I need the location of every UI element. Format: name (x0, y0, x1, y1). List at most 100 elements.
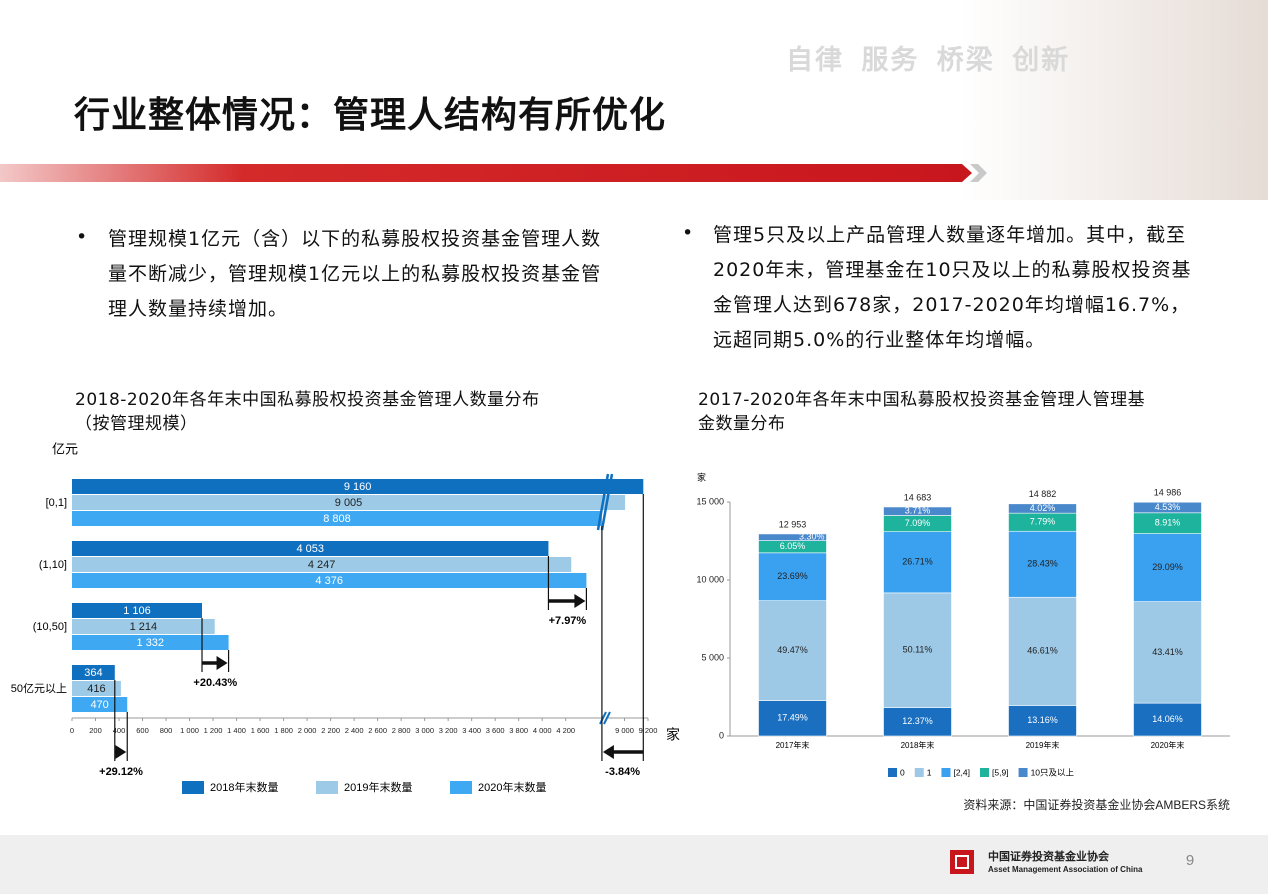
legend-swatch (941, 768, 951, 777)
segment-label: 29.09% (1152, 562, 1183, 572)
total-label: 14 882 (1029, 489, 1057, 499)
segment-label: 8.91% (1155, 518, 1181, 528)
y-axis-label: 家 (697, 471, 706, 482)
segment-label: 14.06% (1152, 714, 1183, 724)
x-tick-label: 0 (70, 726, 74, 735)
legend-label: 10只及以上 (1031, 767, 1075, 777)
axis-break-gap (601, 715, 608, 721)
value-label: 9 005 (335, 497, 363, 509)
x-tick-label: 4 200 (556, 726, 575, 735)
y-tick-label: 5 000 (701, 652, 724, 662)
y-axis-label: 亿元 (52, 441, 78, 456)
value-label: 4 247 (308, 559, 336, 571)
axis-break (603, 711, 611, 725)
y-tick-label: 15 000 (696, 496, 724, 506)
segment-label: 3.71% (905, 506, 931, 516)
x-tick-label: 2020年末 (1151, 740, 1185, 750)
segment-label: 7.09% (905, 518, 931, 528)
logo (950, 850, 974, 874)
legend-swatch (888, 768, 897, 777)
x-tick-label: 2018年末 (901, 740, 935, 750)
bullet-dot: • (76, 226, 88, 248)
bar (72, 619, 215, 634)
annotation-arrowhead (574, 594, 586, 608)
legend-label: 2020年末数量 (478, 780, 546, 794)
segment-label: 3.30% (799, 532, 825, 542)
bar-segment (1133, 533, 1202, 602)
value-label: 416 (87, 683, 105, 695)
org-name: 中国证券投资基金业协会 (988, 849, 1110, 863)
value-label: 1 106 (123, 605, 151, 617)
page-number: 9 (1186, 852, 1194, 869)
x-tick-label: 2017年末 (776, 740, 810, 750)
legend-swatch (316, 781, 338, 794)
org-name-en: Asset Management Association of China (988, 865, 1143, 874)
bar-segment (758, 600, 827, 701)
segment-label: 7.79% (1030, 517, 1056, 527)
legend-label: 1 (927, 767, 932, 777)
x-tick-label: 1 400 (227, 726, 246, 735)
bar (72, 557, 572, 572)
x-tick-label: 400 (113, 726, 126, 735)
bar (72, 603, 203, 618)
bar (72, 511, 602, 526)
annotation: +29.12% (99, 766, 143, 778)
legend-swatch (450, 781, 472, 794)
segment-label: 43.41% (1152, 647, 1183, 657)
corner-decoration (960, 0, 1268, 200)
value-label: 364 (84, 667, 102, 679)
bar-segment (883, 506, 952, 516)
x-tick-label: 3 600 (486, 726, 505, 735)
legend-swatch (182, 781, 204, 794)
segment-label: 6.05% (780, 541, 806, 551)
bar (72, 665, 115, 680)
bar (72, 635, 229, 650)
x-tick-label: 1 800 (274, 726, 293, 735)
segment-label: 13.16% (1027, 715, 1058, 725)
bullet-text: 管理5只及以上产品管理人数量逐年增加。其中，截至2020年末，管理基金在10只及… (713, 224, 1192, 351)
legend-label: 2018年末数量 (210, 780, 278, 794)
value-label: 470 (90, 699, 108, 711)
legend-swatch (980, 768, 990, 777)
footer-band (0, 835, 1268, 894)
category-label: 50亿元以上 (11, 682, 67, 695)
axis-break (596, 473, 610, 531)
x-tick-label: 9 200 (639, 726, 658, 735)
value-label: 1 332 (137, 637, 165, 649)
bar (72, 479, 644, 494)
x-tick-label: 2 800 (392, 726, 411, 735)
category-label: (10,50] (33, 621, 67, 633)
bullet-text: 管理规模1亿元（含）以下的私募股权投资基金管理人数量不断减少，管理规模1亿元以上… (108, 228, 602, 320)
total-label: 12 953 (779, 519, 807, 529)
segment-label: 28.43% (1027, 559, 1058, 569)
bar-segment (758, 533, 827, 541)
annotation-arrowhead (115, 745, 127, 759)
value-label: 1 214 (130, 621, 158, 633)
x-tick-label: 1 000 (180, 726, 199, 735)
bar-segment (1008, 596, 1077, 706)
annotation-arrowhead (602, 745, 614, 759)
band-chevron (970, 164, 987, 182)
annotation: +7.97% (549, 615, 587, 627)
bar (72, 541, 549, 556)
x-tick-label: 3 200 (439, 726, 458, 735)
legend-label: [5,9] (992, 767, 1009, 777)
segment-label: 17.49% (777, 713, 808, 723)
bar-segment (1008, 503, 1077, 514)
logo-mark (955, 855, 969, 869)
segment-label: 4.02% (1030, 503, 1056, 513)
x-tick-label: 1 200 (204, 726, 223, 735)
bar-segment (1008, 530, 1077, 598)
legend-swatch (1018, 768, 1028, 777)
bar-segment (1008, 705, 1077, 737)
bar (72, 495, 626, 510)
total-label: 14 986 (1154, 488, 1182, 498)
x-tick-label: 600 (136, 726, 149, 735)
value-label: 8 808 (323, 513, 351, 525)
bar-segment (1133, 702, 1202, 737)
segment-label: 4.53% (1155, 502, 1181, 512)
x-tick-label: 2 000 (298, 726, 317, 735)
x-tick-label: 200 (89, 726, 102, 735)
